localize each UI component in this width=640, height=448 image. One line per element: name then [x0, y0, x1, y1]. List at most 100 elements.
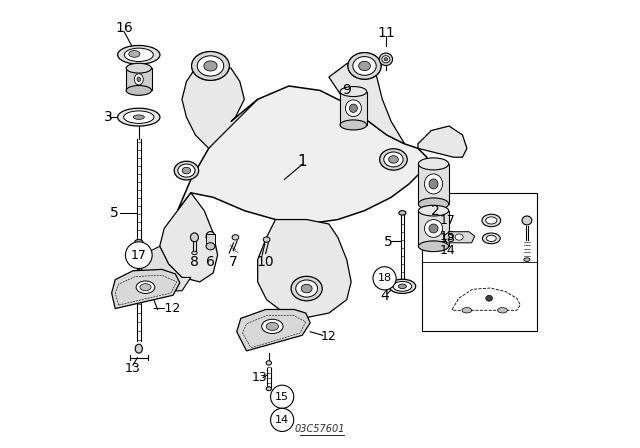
Ellipse shape [178, 164, 195, 177]
Text: 7: 7 [229, 255, 237, 269]
Ellipse shape [174, 161, 198, 180]
Ellipse shape [346, 100, 362, 116]
Text: 1: 1 [298, 154, 307, 169]
Text: —12: —12 [152, 302, 180, 315]
Ellipse shape [204, 61, 217, 71]
Circle shape [373, 267, 396, 290]
Text: 17: 17 [440, 214, 456, 227]
Ellipse shape [429, 179, 438, 189]
Text: 13: 13 [125, 362, 141, 375]
Text: 2: 2 [431, 204, 440, 218]
Ellipse shape [140, 284, 151, 291]
Ellipse shape [497, 308, 508, 313]
Text: 03C57601: 03C57601 [295, 424, 345, 434]
Ellipse shape [137, 77, 141, 82]
Ellipse shape [393, 281, 412, 291]
Bar [422, 193, 537, 331]
Ellipse shape [419, 198, 449, 210]
Text: 11: 11 [377, 26, 395, 39]
Ellipse shape [182, 167, 191, 174]
Text: 4: 4 [380, 289, 389, 303]
Ellipse shape [301, 284, 312, 293]
Ellipse shape [486, 235, 496, 241]
Bar [126, 68, 152, 90]
Ellipse shape [524, 258, 530, 261]
Ellipse shape [118, 45, 160, 64]
Polygon shape [237, 310, 310, 351]
Ellipse shape [486, 217, 497, 224]
Ellipse shape [197, 56, 224, 76]
Bar [419, 164, 449, 204]
Circle shape [271, 408, 294, 431]
Polygon shape [111, 269, 180, 309]
Ellipse shape [232, 235, 239, 240]
Ellipse shape [266, 323, 278, 331]
Ellipse shape [398, 284, 406, 289]
Ellipse shape [134, 74, 143, 85]
Ellipse shape [340, 86, 367, 97]
Ellipse shape [388, 156, 398, 163]
Polygon shape [329, 59, 404, 144]
Ellipse shape [296, 280, 317, 297]
Text: 13: 13 [252, 371, 268, 384]
Ellipse shape [266, 387, 271, 391]
Polygon shape [160, 193, 218, 282]
Ellipse shape [291, 276, 322, 301]
Text: 15: 15 [440, 230, 456, 243]
Ellipse shape [135, 344, 142, 353]
Ellipse shape [462, 308, 472, 313]
Ellipse shape [118, 108, 160, 126]
Ellipse shape [429, 224, 438, 233]
Text: 18: 18 [440, 232, 456, 245]
Ellipse shape [135, 240, 143, 244]
Polygon shape [177, 86, 427, 224]
Ellipse shape [262, 319, 283, 333]
Text: 10: 10 [257, 255, 275, 269]
Polygon shape [418, 126, 467, 157]
Text: 3: 3 [104, 110, 113, 124]
Text: 18: 18 [378, 273, 392, 283]
Text: 5: 5 [384, 235, 392, 249]
Ellipse shape [266, 361, 271, 365]
Ellipse shape [206, 232, 215, 241]
Circle shape [125, 242, 152, 268]
Bar [340, 91, 367, 125]
Text: 8: 8 [190, 255, 199, 269]
Ellipse shape [263, 237, 270, 242]
Ellipse shape [136, 281, 155, 293]
Text: 14: 14 [440, 244, 456, 257]
Ellipse shape [424, 220, 443, 237]
Ellipse shape [380, 53, 392, 65]
Polygon shape [138, 246, 191, 291]
Ellipse shape [419, 158, 449, 170]
Text: 14: 14 [275, 415, 289, 425]
Ellipse shape [126, 63, 152, 73]
Text: 17: 17 [131, 249, 147, 262]
Ellipse shape [424, 174, 443, 194]
Text: 12: 12 [321, 330, 337, 343]
Ellipse shape [349, 104, 357, 112]
Ellipse shape [382, 56, 390, 63]
Ellipse shape [522, 216, 532, 225]
Polygon shape [444, 232, 475, 243]
Ellipse shape [192, 251, 197, 255]
Ellipse shape [380, 149, 407, 170]
Ellipse shape [419, 205, 449, 216]
Ellipse shape [389, 279, 416, 293]
Ellipse shape [133, 115, 145, 119]
Circle shape [271, 385, 294, 408]
Text: 9: 9 [342, 83, 351, 97]
Polygon shape [258, 220, 351, 318]
Ellipse shape [124, 111, 154, 123]
Ellipse shape [419, 241, 449, 252]
Ellipse shape [129, 51, 140, 57]
Ellipse shape [482, 214, 500, 227]
Ellipse shape [486, 295, 492, 301]
Polygon shape [182, 64, 258, 148]
Ellipse shape [455, 234, 463, 240]
Ellipse shape [340, 120, 367, 130]
Ellipse shape [384, 152, 403, 167]
Bar [419, 211, 449, 246]
Ellipse shape [206, 243, 215, 250]
Text: 5: 5 [110, 206, 118, 220]
